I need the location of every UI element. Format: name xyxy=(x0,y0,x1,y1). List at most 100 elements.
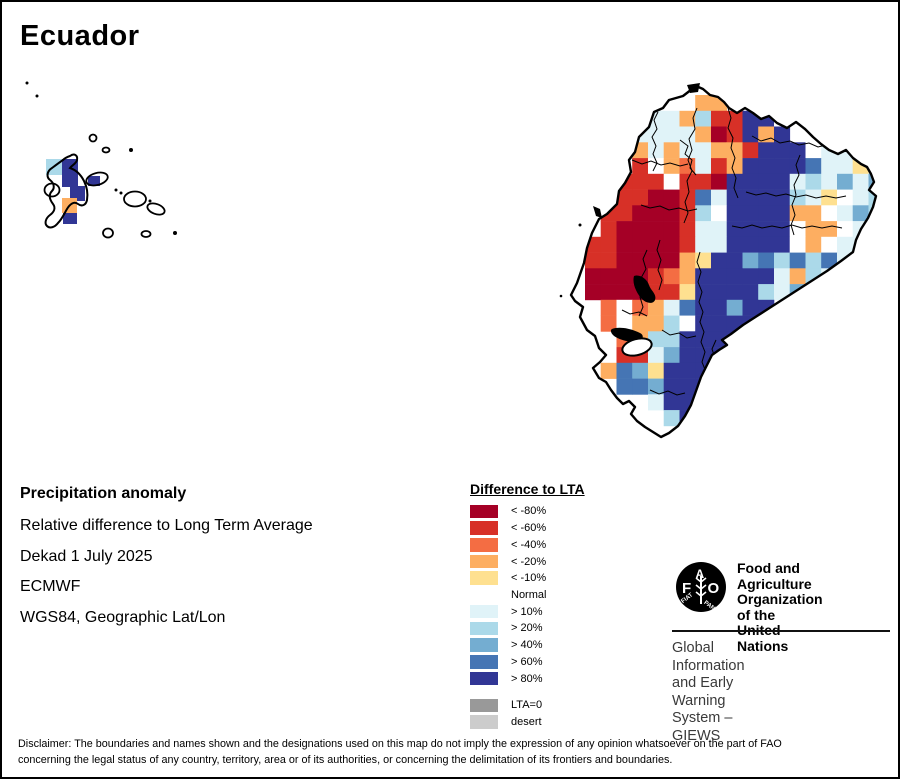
info-source: ECMWF xyxy=(20,578,81,595)
legend-swatch xyxy=(470,698,498,713)
raster-cell xyxy=(837,221,854,238)
raster-cell xyxy=(616,205,633,222)
raster-cell xyxy=(663,268,680,285)
isabela-island-outline xyxy=(44,153,89,229)
raster-cell xyxy=(679,142,696,159)
raster-cell xyxy=(726,126,743,143)
province-boundary-line xyxy=(727,107,739,199)
legend-item-label: < -10% xyxy=(511,572,547,585)
raster-cell xyxy=(632,299,649,316)
raster-cell xyxy=(758,205,775,222)
raster-cell xyxy=(679,362,696,379)
raster-cell xyxy=(774,221,791,238)
giews-caption-line: Global Information and Early xyxy=(672,640,745,691)
legend-item: > 10% xyxy=(470,603,620,620)
raster-cell xyxy=(726,205,743,222)
anomaly-raster xyxy=(585,95,876,437)
raster-cell xyxy=(758,126,775,143)
raster-cell xyxy=(663,362,680,379)
raster-cell xyxy=(663,189,680,206)
raster-cell xyxy=(648,142,665,159)
raster-cell xyxy=(695,284,712,301)
raster-cell xyxy=(600,299,617,316)
raster-cell xyxy=(663,347,680,364)
legend-swatch xyxy=(470,715,498,729)
raster-cell xyxy=(648,221,665,238)
raster-cell xyxy=(774,142,791,159)
raster-cell xyxy=(758,268,775,285)
raster-cell xyxy=(632,236,649,253)
raster-cell xyxy=(774,158,791,175)
giews-caption-line: Warning System – GIEWS xyxy=(672,692,733,744)
raster-cell xyxy=(616,315,633,332)
fernandina-island-outline xyxy=(43,182,61,198)
province-boundary-line xyxy=(661,329,697,339)
raster-cell xyxy=(695,236,712,253)
raster-cell xyxy=(648,173,665,190)
legend-item: > 20% xyxy=(470,620,620,637)
raster-cell xyxy=(679,378,696,395)
raster-cell xyxy=(821,221,838,238)
legend-item: < -60% xyxy=(470,520,620,537)
raster-cell xyxy=(726,110,743,127)
raster-cell xyxy=(837,173,854,190)
raster-cell xyxy=(726,315,743,332)
islet-dot xyxy=(114,188,118,192)
raster-cell xyxy=(758,189,775,206)
raster-cell xyxy=(695,347,712,364)
raster-cell xyxy=(695,410,712,427)
raster-cell xyxy=(852,142,869,159)
raster-cell xyxy=(742,110,759,127)
legend-item-label: < -60% xyxy=(511,522,547,535)
raster-cell xyxy=(632,205,649,222)
legend-swatch xyxy=(470,504,498,519)
raster-cell xyxy=(758,284,775,301)
raster-cell xyxy=(663,221,680,238)
province-boundary-line xyxy=(656,239,663,291)
legend-item: desert xyxy=(470,714,620,731)
raster-cell xyxy=(726,347,743,364)
legend-item: < -80% xyxy=(470,503,620,520)
raster-cell xyxy=(742,284,759,301)
floreana-island-outline xyxy=(102,227,114,239)
islet-dot xyxy=(129,148,133,152)
raster-cell xyxy=(805,173,822,190)
raster-cell xyxy=(695,252,712,269)
raster-cell xyxy=(742,205,759,222)
north-tip-marker xyxy=(687,83,700,93)
province-boundary-line xyxy=(790,154,801,236)
islet-outline xyxy=(101,146,111,154)
raster-cell xyxy=(742,221,759,238)
info-projection: WGS84, Geographic Lat/Lon xyxy=(20,608,226,626)
raster-cell xyxy=(616,236,633,253)
legend-swatch xyxy=(470,638,498,652)
raster-cell xyxy=(789,268,806,285)
raster-cell xyxy=(648,205,665,222)
raster-cell xyxy=(742,236,759,253)
raster-cell xyxy=(726,284,743,301)
raster-cell xyxy=(679,252,696,269)
raster-cell xyxy=(616,221,633,238)
raster-cell xyxy=(663,173,680,190)
raster-cell xyxy=(695,158,712,175)
raster-cell xyxy=(758,252,775,269)
fao-logo-letter-o: O xyxy=(708,580,720,597)
raster-cell xyxy=(711,205,728,222)
raster-cell xyxy=(695,331,712,348)
raster-cell xyxy=(695,268,712,285)
legend-extra-items: LTA=0 desert xyxy=(470,697,620,730)
raster-cell xyxy=(585,252,602,269)
raster-cell xyxy=(648,299,665,316)
raster-cell xyxy=(774,252,791,269)
raster-cell xyxy=(789,142,806,159)
raster-cell xyxy=(805,236,822,253)
raster-cell xyxy=(726,331,743,348)
raster-cell xyxy=(805,205,822,222)
raster-cell xyxy=(774,173,791,190)
raster-cell xyxy=(726,221,743,238)
raster-cell xyxy=(695,221,712,238)
fao-org-name: Food and Agriculture Organization of the… xyxy=(737,560,823,654)
fao-logo-letter-f: F xyxy=(682,580,691,597)
raster-cell xyxy=(742,252,759,269)
